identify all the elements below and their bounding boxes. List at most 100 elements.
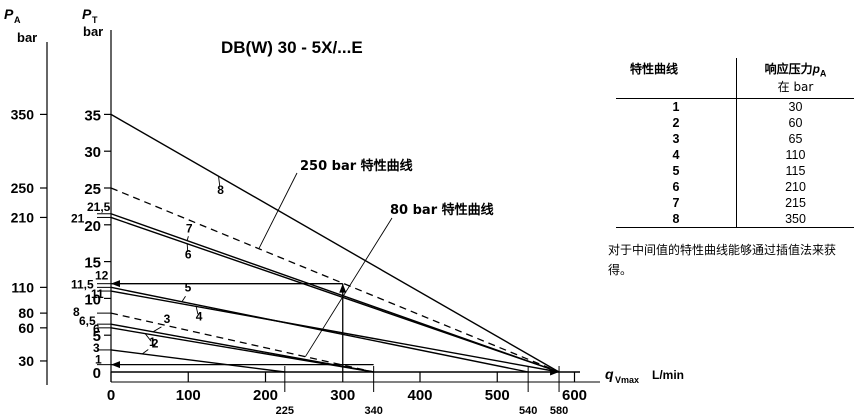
curve-leader	[195, 306, 199, 315]
x-tick-label: 400	[407, 387, 432, 404]
pressure-header-unit: 在 bar	[777, 80, 814, 95]
pressure-value-cell: 65	[788, 132, 803, 147]
pa-tick-label: 110	[11, 279, 34, 295]
x-extra-label: 340	[364, 405, 382, 417]
curve-number-label: 7	[186, 222, 193, 236]
curve-number-label: 8	[217, 183, 224, 197]
curve-table-row: 8 350	[616, 211, 854, 229]
curve-number-cell: 1	[616, 98, 737, 116]
pt-extra-label: 6	[93, 322, 100, 336]
chart-title: DB(W) 30 - 5X/...E	[221, 38, 363, 57]
x-extra-label: 540	[519, 405, 537, 417]
curve-number-label: 6	[185, 248, 192, 262]
curve-table: 特性曲线 响应压力pA 在 bar 1 30 2 60 3 65 4 110 5 115 6 210 7…	[616, 58, 854, 229]
pt-extra-label: 21,5	[87, 200, 111, 214]
curve-table-row: 7 215	[616, 195, 854, 212]
x-axis-symbol: q	[605, 366, 614, 382]
pa-tick-label: 210	[11, 209, 35, 225]
x-tick-label: 300	[330, 387, 355, 404]
curve-number-cell: 5	[616, 163, 737, 180]
curve-table-row: 6 210	[616, 179, 854, 196]
interpolated-line	[110, 312, 374, 373]
curve-number-cell: 8	[616, 211, 737, 229]
curve-line-7	[110, 213, 560, 373]
curve-number-cell: 6	[616, 179, 737, 196]
pa-axis-subscript: A	[14, 15, 21, 25]
curve-leader	[181, 296, 186, 302]
curve-number-label: 4	[196, 309, 203, 323]
x-axis-arrow-head	[550, 368, 560, 376]
curve-line-5	[110, 286, 529, 373]
pt-tick-label: 35	[84, 107, 101, 124]
reading-arrow-head	[111, 361, 120, 369]
pt-extra-label: 21	[71, 211, 85, 225]
curve-leader	[144, 333, 152, 342]
interpolation-note: 对于中间值的特性曲线能够通过插值法来获得。	[608, 243, 837, 278]
pt-tick-label: 30	[84, 144, 101, 161]
x-tick-label: 600	[562, 387, 587, 404]
curve-number-label: 3	[164, 312, 171, 326]
curve-table-row: 5 115	[616, 163, 854, 180]
pa-axis-unit: bar	[17, 30, 37, 45]
curve-number-label: 1	[149, 335, 156, 349]
pt-axis-unit: bar	[83, 24, 103, 39]
curve-leader	[152, 326, 162, 333]
pressure-header-subscript: A	[819, 68, 827, 79]
label-250bar: 250 bar 特性曲线	[300, 158, 413, 174]
label-80bar: 80 bar 特性曲线	[390, 202, 494, 218]
pt-extra-label: 1	[95, 353, 102, 367]
curve-leader	[218, 176, 221, 187]
curve-number-cell: 2	[616, 115, 737, 132]
x-tick-label: 500	[485, 387, 510, 404]
interpolated-line	[110, 187, 560, 373]
pressure-value-cell: 30	[788, 100, 803, 115]
pressure-value-cell: 210	[785, 180, 806, 195]
pressure-value-cell: 110	[785, 148, 806, 163]
curve-number-cell: 3	[616, 131, 737, 148]
curve-table-row: 3 65	[616, 131, 854, 148]
pt-extra-label: 6,5	[79, 314, 96, 328]
curve-line-4	[110, 290, 560, 373]
label-leader-80	[304, 217, 393, 357]
curve-table-row: 2 60	[616, 115, 854, 132]
pressure-header-symbol: p	[812, 62, 820, 76]
pressure-value-cell: 60	[788, 116, 803, 131]
curve-line-1	[110, 349, 285, 373]
curve-leader	[186, 236, 189, 241]
pressure-value-cell: 350	[736, 211, 854, 229]
pt-tick-label: 5	[93, 328, 101, 345]
pressure-column-header: 响应压力pA 在 bar	[736, 58, 854, 100]
pressure-header-label: 响应压力	[764, 62, 813, 76]
x-tick-label: 100	[176, 387, 201, 404]
x-tick-label: 0	[107, 387, 115, 404]
curve-number-cell: 7	[616, 195, 737, 212]
pt-tick-label: 25	[84, 181, 101, 198]
pa-tick-label: 60	[18, 320, 34, 336]
x-axis-unit: L/min	[652, 368, 684, 382]
curve-number-label: 5	[185, 281, 192, 295]
pt-axis-symbol: P	[82, 6, 92, 22]
pt-extra-label: 11,5	[71, 277, 94, 291]
x-extra-label: 225	[276, 405, 294, 417]
x-axis-subscript: Vmax	[615, 375, 639, 385]
pt-extra-label: 3	[93, 341, 100, 355]
x-extra-label: 580	[550, 405, 568, 417]
x-tick-label: 200	[253, 387, 278, 404]
curve-table-body: 1 30 2 60 3 65 4 110 5 115 6 210 7 215 8 350	[616, 98, 854, 229]
pt-tick-label: 10	[84, 291, 101, 308]
curve-table-row: 4 110	[616, 147, 854, 164]
reading-arrow-head	[339, 283, 347, 293]
curve-leader	[186, 243, 189, 252]
pa-tick-label: 80	[18, 305, 34, 321]
curve-line-8	[110, 113, 560, 373]
pt-axis-subscript: T	[92, 15, 98, 25]
pa-axis-symbol: P	[4, 6, 14, 22]
curve-table-header: 特性曲线 响应压力pA 在 bar	[616, 58, 854, 100]
pt-tick-label: 0	[93, 365, 101, 382]
pa-tick-label: 350	[11, 106, 35, 122]
pt-extra-label: 11	[91, 287, 104, 301]
curve-leader	[142, 349, 149, 355]
label-leader-250	[258, 172, 298, 249]
curve-column-header: 特性曲线	[616, 58, 737, 100]
